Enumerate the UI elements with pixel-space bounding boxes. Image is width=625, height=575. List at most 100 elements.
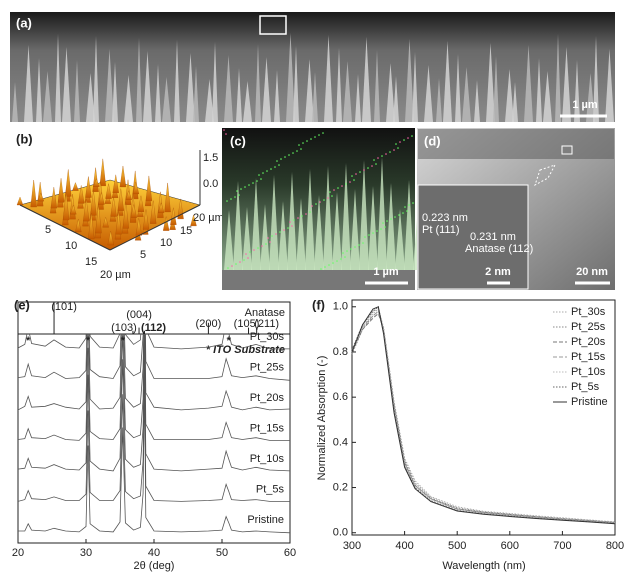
legend-label: Pt_30s [571, 306, 606, 318]
y-tick-label: 1.0 [333, 301, 348, 313]
eds-dot [403, 139, 405, 141]
eds-dot [257, 247, 259, 249]
eds-dot [327, 197, 329, 199]
eds-dot [278, 164, 280, 166]
eds-dot [380, 228, 382, 230]
eds-dot [296, 150, 298, 152]
scale-label: 2 nm [485, 266, 511, 278]
eds-dot [269, 241, 271, 243]
substrate-note: * ITO Substrate [206, 344, 285, 356]
substrate-marker: * [86, 335, 91, 347]
eds-dot [397, 147, 399, 149]
x-tick-label: 600 [501, 540, 519, 552]
eds-dot [261, 245, 263, 247]
reference-label: (103) [111, 322, 137, 334]
scale-label: 1 µm [373, 266, 399, 278]
eds-dot [373, 159, 375, 161]
y-tick-label: 0.0 [333, 527, 348, 539]
x-tick-label: 40 [148, 547, 160, 559]
eds-dot [267, 237, 269, 239]
y-tick-label: 0.2 [333, 481, 348, 493]
eds-dot [362, 242, 364, 244]
panel-label: (f) [312, 297, 325, 312]
eds-dot [310, 138, 312, 140]
eds-dot [236, 190, 238, 192]
eds-dot [302, 142, 304, 144]
eds-dot [353, 179, 355, 181]
y-tick-label: 0.8 [333, 346, 348, 358]
eds-dot [377, 157, 379, 159]
eds-dot [381, 155, 383, 157]
eds-dot [270, 168, 272, 170]
x-tick-label: 300 [343, 540, 361, 552]
y-tick: 15 [180, 225, 192, 237]
eds-dot [311, 205, 313, 207]
eds-dot [230, 198, 232, 200]
x-axis-title: Wavelength (nm) [442, 560, 525, 572]
eds-dot [235, 263, 237, 265]
eds-dot [309, 211, 311, 213]
legend-label: Pristine [571, 396, 608, 408]
y-axis-title: Normalized Absorption (-) [316, 356, 328, 481]
eds-dot [324, 266, 326, 268]
trace-label: Pt_20s [250, 392, 285, 404]
eds-dot [340, 258, 342, 260]
eds-dot [266, 170, 268, 172]
page: (a) 1 µm (b) 1.5 µm 0.0 5 10 15 20 µm 5 … [0, 0, 625, 575]
sem-image [10, 12, 615, 122]
panel-label: (c) [230, 133, 246, 148]
eds-dot [240, 188, 242, 190]
eds-dot [389, 151, 391, 153]
x-axis-title: 2θ (deg) [134, 560, 175, 572]
eds-dot [265, 243, 267, 245]
eds-dot [262, 172, 264, 174]
eds-dot [293, 219, 295, 221]
eds-dot [314, 136, 316, 138]
eds-dot [283, 229, 285, 231]
trace-label: Pristine [247, 514, 284, 526]
panel-label: (d) [424, 133, 441, 148]
z-tick: 0.0 [203, 178, 218, 190]
reference-label: (112) [141, 322, 166, 334]
x-tick-label: 60 [284, 547, 296, 559]
scale-label: 20 nm [576, 266, 608, 278]
eds-dot [399, 141, 401, 143]
eds-dot [298, 144, 300, 146]
eds-dot [245, 253, 247, 255]
eds-dot [359, 171, 361, 173]
y-tick: 20 µm [193, 212, 224, 224]
eds-dot [386, 220, 388, 222]
eds-dot [244, 186, 246, 188]
panel-label: (a) [16, 15, 32, 30]
eds-dot [382, 222, 384, 224]
eds-dot [223, 129, 225, 131]
eds-dot [385, 153, 387, 155]
eds-dot [280, 158, 282, 160]
eds-dot [291, 225, 293, 227]
y-tick: 5 [140, 249, 146, 261]
eds-dot [371, 165, 373, 167]
eds-dot [305, 213, 307, 215]
eds-dot [351, 175, 353, 177]
eds-dot [315, 203, 317, 205]
panel-label: (e) [14, 297, 30, 312]
eds-dot [402, 212, 404, 214]
reference-label: (101) [51, 301, 77, 313]
trace-label: Pt_15s [250, 422, 285, 434]
eds-dot [345, 183, 347, 185]
x-tick-label: 700 [553, 540, 571, 552]
eds-dot [306, 140, 308, 142]
scale-label: 1 µm [572, 99, 598, 111]
eds-dot [412, 202, 414, 204]
eds-dot [407, 137, 409, 139]
eds-dot [331, 195, 333, 197]
x-tick-label: 20 [12, 547, 24, 559]
eds-dot [243, 259, 245, 261]
x-tick-label: 400 [395, 540, 413, 552]
eds-dot [287, 227, 289, 229]
x-tick-label: 50 [216, 547, 228, 559]
eds-dot [404, 206, 406, 208]
figure: (a) 1 µm (b) 1.5 µm 0.0 5 10 15 20 µm 5 … [0, 0, 625, 575]
eds-dot [288, 154, 290, 156]
eds-dot [368, 234, 370, 236]
